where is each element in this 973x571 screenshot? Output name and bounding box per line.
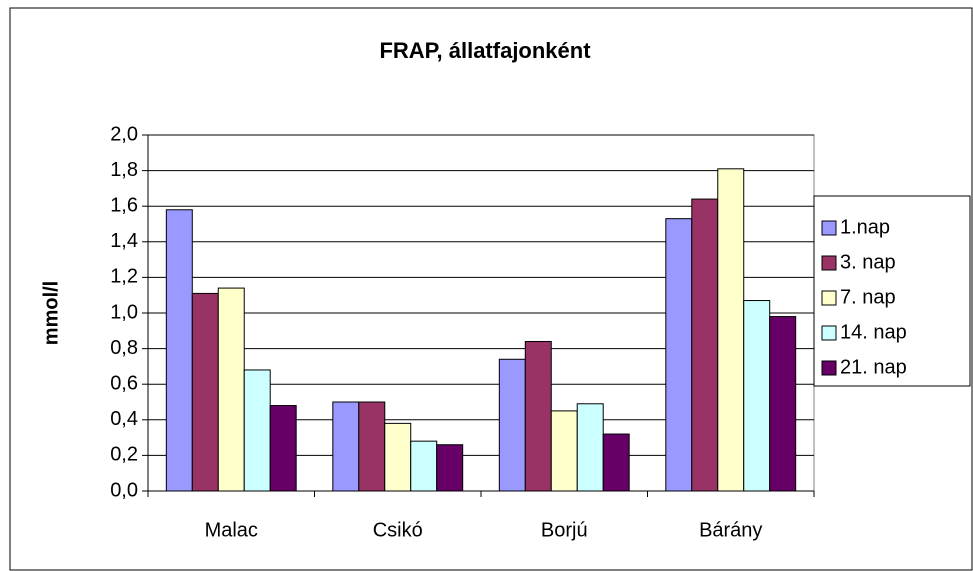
bar (332, 401, 360, 492)
bar (436, 444, 464, 492)
bar (358, 401, 386, 492)
chart-title: FRAP, állatfajonként (379, 38, 591, 63)
bar (165, 209, 193, 492)
y-tick-label: 1,0 (110, 301, 138, 323)
legend-label: 1.nap (840, 216, 890, 238)
bar (691, 198, 719, 492)
y-tick-label: 2,0 (110, 123, 138, 145)
legend-swatch (821, 325, 837, 341)
y-axis-label: mmol/l (40, 281, 62, 345)
x-tick-label: Malac (205, 519, 258, 541)
bar (524, 340, 552, 492)
bar (384, 422, 412, 492)
y-tick-label: 1,6 (110, 194, 138, 216)
legend-label: 7. nap (840, 286, 896, 308)
legend-label: 21. nap (840, 356, 907, 378)
bar (576, 403, 604, 492)
y-tick-label: 0,4 (110, 408, 138, 430)
legend-label: 14. nap (840, 321, 907, 343)
bar (410, 440, 438, 492)
y-tick-label: 1,8 (110, 159, 138, 181)
legend-box (813, 195, 971, 387)
bar (243, 369, 271, 492)
y-tick-label: 1,2 (110, 266, 138, 288)
bar (602, 433, 630, 492)
legend-swatch (821, 255, 837, 271)
y-tick-label: 0,0 (110, 479, 138, 501)
bar (665, 218, 693, 492)
bar (743, 300, 771, 492)
legend-swatch (821, 360, 837, 376)
legend-label: 3. nap (840, 251, 896, 273)
x-tick-label: Csikó (373, 519, 423, 541)
y-tick-label: 0,6 (110, 372, 138, 394)
bar (550, 410, 578, 492)
y-tick-label: 1,4 (110, 230, 138, 252)
bar (498, 358, 526, 492)
y-tick-label: 0,2 (110, 444, 138, 466)
bar (217, 287, 245, 492)
bar (769, 316, 797, 492)
legend-swatch (821, 220, 837, 236)
bar (269, 405, 297, 492)
legend-swatch (821, 290, 837, 306)
x-tick-label: Bárány (699, 519, 762, 541)
bar (191, 292, 219, 492)
bar (717, 168, 745, 492)
x-tick-label: Borjú (541, 519, 588, 541)
y-tick-label: 0,8 (110, 337, 138, 359)
